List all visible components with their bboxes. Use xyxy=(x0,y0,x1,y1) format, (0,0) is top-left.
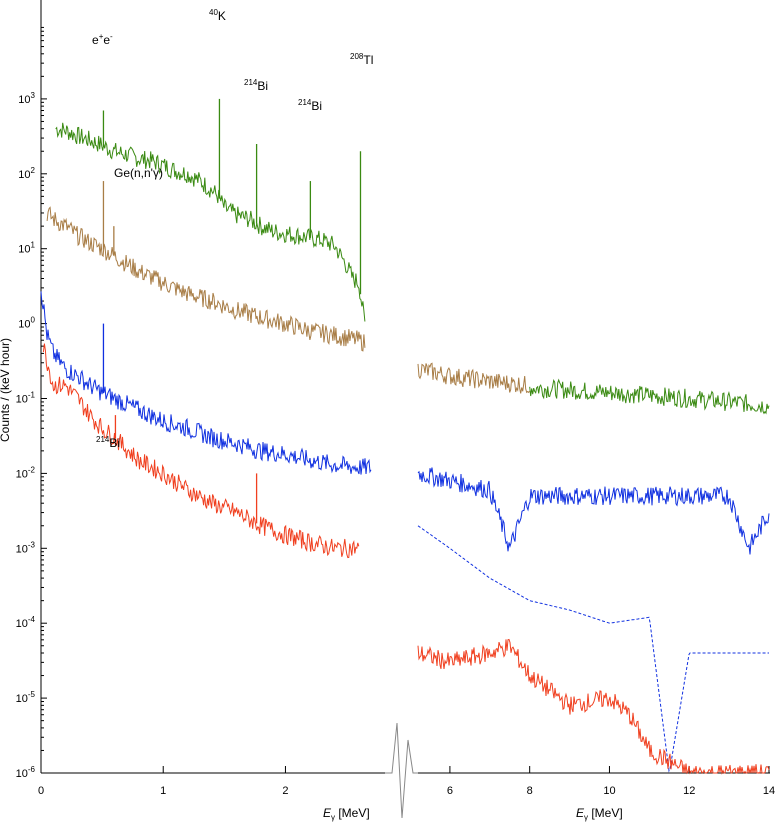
high-series-line-1 xyxy=(417,362,531,394)
y-tick-label-7: 101 xyxy=(18,241,35,256)
y-axis-ticks: 10-6 10-5 10-4 10-3 10-2 10-1 100 101 102 103 xyxy=(16,26,47,780)
low-series-line-0 xyxy=(55,122,366,322)
high-series-line-2 xyxy=(417,467,770,555)
y-tick-label-2: 10-4 xyxy=(16,615,36,630)
peak-annotations: e+e- 40K 214Bi 214Bi 208Tl Ge(n,n'γ) 214Bi xyxy=(92,8,373,450)
high-x-axis-title: Eγ [MeV] xyxy=(576,806,623,822)
high-x-tick-label-1: 8 xyxy=(527,785,533,797)
low-x-axis-ticks: 0 1 2 xyxy=(38,766,289,797)
annotation-bi214b: 214Bi xyxy=(298,98,322,113)
high-x-tick-label-0: 6 xyxy=(447,785,453,797)
axis-break-zigzag xyxy=(385,722,418,819)
annotation-k40: 40K xyxy=(209,8,226,23)
low-series-line-4 xyxy=(42,343,360,559)
high-series-line-3 xyxy=(417,525,769,773)
annotation-bi214a: 214Bi xyxy=(244,78,268,93)
y-tick-label-9: 103 xyxy=(18,91,35,106)
high-energy-series xyxy=(417,362,770,775)
y-axis-title: Counts / (keV hour) xyxy=(0,338,12,442)
high-x-tick-label-4: 14 xyxy=(763,785,775,797)
high-series-line-0 xyxy=(529,378,770,415)
y-tick-label-1: 10-5 xyxy=(16,690,36,705)
low-series-line-2 xyxy=(40,291,372,475)
annotation-ge: Ge(n,n'γ) xyxy=(114,166,163,180)
low-energy-panel: 10-6 10-5 10-4 10-3 10-2 10-1 100 101 102 103 0 1 2 xyxy=(16,0,385,797)
high-series-line-4 xyxy=(417,638,770,775)
axis-break-mark xyxy=(385,722,418,819)
low-x-tick-label-0: 0 xyxy=(38,785,44,797)
high-energy-panel: 6 8 10 12 14 xyxy=(417,362,775,797)
y-tick-label-0: 10-6 xyxy=(16,765,36,780)
low-x-axis-title: Eγ [MeV] xyxy=(323,806,370,822)
low-series-line-1 xyxy=(46,206,366,352)
annotation-tl208: 208Tl xyxy=(350,52,373,67)
y-tick-label-6: 100 xyxy=(18,316,35,331)
high-x-tick-label-2: 10 xyxy=(603,785,615,797)
high-x-axis-ticks: 6 8 10 12 14 xyxy=(447,766,775,797)
annotation-ee: e+e- xyxy=(92,32,113,47)
high-x-tick-label-3: 12 xyxy=(683,785,695,797)
low-x-tick-label-1: 1 xyxy=(160,785,166,797)
low-energy-series xyxy=(40,98,372,559)
y-tick-label-3: 10-3 xyxy=(16,540,36,555)
y-tick-label-8: 102 xyxy=(18,166,35,181)
low-x-tick-label-2: 2 xyxy=(282,785,288,797)
y-tick-label-5: 10-1 xyxy=(16,391,36,406)
annotation-bi214c: 214Bi xyxy=(96,435,120,450)
y-tick-label-4: 10-2 xyxy=(16,465,36,480)
